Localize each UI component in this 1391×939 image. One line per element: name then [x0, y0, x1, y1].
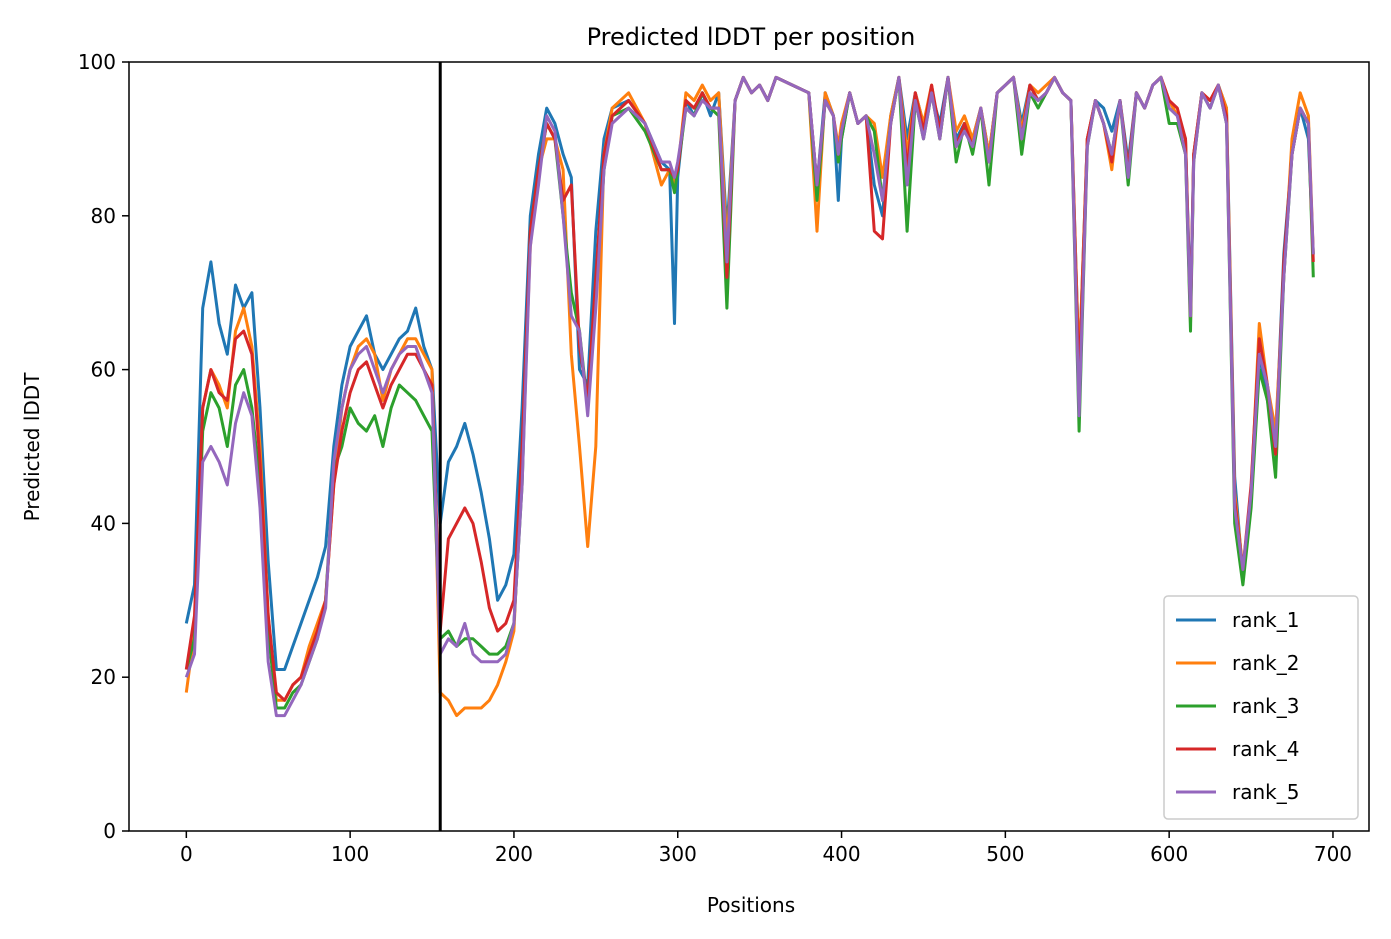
x-tick-label: 600: [1150, 842, 1188, 866]
y-axis-title: Predicted lDDT: [20, 372, 44, 522]
y-tick-label: 100: [78, 50, 116, 74]
x-tick-label: 100: [331, 842, 369, 866]
plot-area: [184, 62, 1315, 831]
chart-title: Predicted lDDT per position: [587, 23, 916, 51]
legend-label: rank_3: [1232, 694, 1299, 718]
series-lines: [184, 75, 1315, 718]
series-line-rank-5: [184, 75, 1315, 718]
axes: 0 100 200 300 400 500 600 700 0 20 40 60 80 100: [78, 50, 1370, 866]
legend-box: [1163, 595, 1359, 820]
x-tick-label: 300: [659, 842, 697, 866]
x-tick-label: 200: [495, 842, 533, 866]
legend-label: rank_2: [1232, 651, 1299, 675]
legend-label: rank_1: [1232, 608, 1299, 632]
x-tick-label: 700: [1314, 842, 1352, 866]
x-tick-label: 500: [986, 842, 1024, 866]
x-tick-label: 0: [180, 842, 193, 866]
legend: rank_1 rank_2 rank_3 rank_4 rank_5: [1163, 595, 1359, 820]
legend-label: rank_4: [1232, 737, 1299, 761]
x-axis-title: Positions: [707, 893, 795, 917]
y-tick-label: 0: [103, 819, 116, 843]
y-tick-label: 20: [91, 665, 116, 689]
y-tick-label: 40: [91, 511, 116, 535]
y-tick-label: 80: [91, 204, 116, 228]
x-tick-label: 400: [822, 842, 860, 866]
y-tick-label: 60: [91, 358, 116, 382]
plot-frame: [128, 61, 1370, 832]
legend-label: rank_5: [1232, 780, 1299, 804]
